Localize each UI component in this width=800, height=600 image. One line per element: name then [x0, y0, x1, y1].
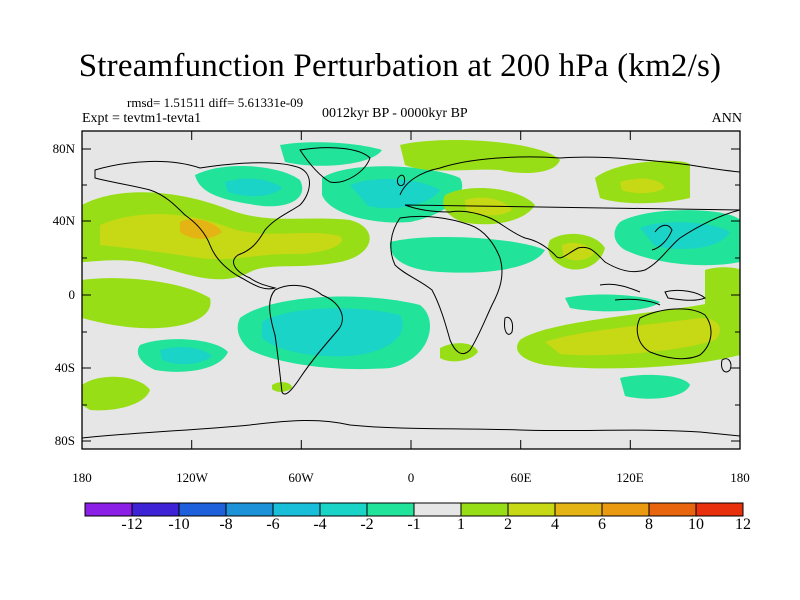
- contour-region-sw-pos: [82, 376, 150, 411]
- colorbar-box-0: [84, 502, 133, 517]
- lon-label-180w: 180: [72, 470, 92, 485]
- colorbar-label-4: -4: [313, 516, 327, 533]
- coastline-new-guinea: [664, 289, 706, 301]
- contour-fill-layer: [82, 140, 740, 411]
- contour-region-tropic-pos: [82, 278, 211, 329]
- colorbar-label-3: -6: [266, 516, 280, 533]
- colorbar-label-1: -10: [168, 516, 190, 533]
- colorbar-label-12: 10: [688, 516, 704, 533]
- contour-region-natlantic-neg-inner: [350, 178, 440, 209]
- colorbar-label-9: 4: [551, 516, 559, 533]
- coastline-north-america: [94, 160, 310, 290]
- colorbar-box-12: [648, 502, 697, 517]
- colorbar: [84, 502, 744, 517]
- lat-label-40s: 40S: [54, 360, 75, 375]
- coastline-indonesia: [599, 283, 661, 306]
- colorbar-box-4: [272, 502, 321, 517]
- colorbar-box-11: [601, 502, 650, 517]
- colorbar-label-6: -1: [407, 516, 421, 533]
- period-label: 0012kyr BP - 0000kyr BP: [322, 106, 468, 121]
- colorbar-box-7: [413, 502, 462, 517]
- coastline-africa: [390, 215, 503, 355]
- contour-region-nafrica-neg: [389, 236, 545, 273]
- colorbar-label-7: 1: [457, 516, 465, 533]
- coastline-uk: [397, 174, 405, 187]
- lat-label-40n: 40N: [52, 213, 75, 228]
- contour-region-spacific-neg-inner: [160, 347, 212, 365]
- colorbar-box-5: [319, 502, 368, 517]
- colorbar-label-8: 2: [504, 516, 512, 533]
- coastline-new-zealand: [721, 358, 732, 373]
- coastline-south-america: [269, 284, 343, 395]
- contour-region-europe-pos: [400, 140, 560, 173]
- contour-region-southern-neg: [620, 374, 690, 399]
- colorbar-box-8: [460, 502, 509, 517]
- coastline-madagascar: [504, 316, 513, 335]
- contour-region-australia-pos-inner: [545, 318, 720, 356]
- contour-region-arctic-neg: [280, 142, 382, 166]
- coastline-australia: [636, 308, 712, 360]
- coastline-layer: [82, 147, 740, 439]
- lon-label-120w: 120W: [176, 470, 208, 485]
- colorbar-box-1: [131, 502, 180, 517]
- coastline-japan: [651, 224, 673, 251]
- lon-label-60w: 60W: [288, 470, 314, 485]
- colorbar-box-13: [695, 502, 744, 517]
- colorbar-box-3: [225, 502, 274, 517]
- colorbar-box-9: [507, 502, 556, 517]
- colorbar-box-2: [178, 502, 227, 517]
- lon-label-180e: 180: [730, 470, 750, 485]
- experiment-label: Expt = tevtm1-tevta1: [82, 111, 202, 126]
- contour-region-canada-neg-inner: [225, 178, 282, 197]
- lon-label-0: 0: [407, 470, 415, 485]
- coastline-greenland: [299, 147, 371, 183]
- colorbar-label-2: -8: [219, 516, 233, 533]
- colorbar-label-13: 12: [735, 516, 751, 533]
- colorbar-label-5: -2: [360, 516, 374, 533]
- lon-ticks: [81, 131, 741, 449]
- coastline-eurasia: [399, 156, 740, 273]
- stats-text: rmsd= 1.51511 diff= 5.61331e-09: [127, 95, 304, 110]
- lat-label-80s: 80S: [54, 433, 75, 448]
- lon-label-120e: 120E: [616, 470, 644, 485]
- lon-label-60e: 60E: [510, 470, 532, 485]
- contour-region-npacific-pos-inner: [100, 213, 342, 260]
- colorbar-box-6: [366, 502, 415, 517]
- contour-region-eastpacific-pos-inner: [620, 178, 665, 194]
- colorbar-label-10: 6: [598, 516, 606, 533]
- season-label: ANN: [711, 111, 742, 126]
- colorbar-box-10: [554, 502, 603, 517]
- plot-title: Streamfunction Perturbation at 200 hPa (…: [78, 48, 722, 84]
- contour-region-satlantic-neg-inner: [262, 308, 403, 357]
- coastline-antarctica: [82, 419, 740, 439]
- lat-ticks: [82, 148, 740, 442]
- lat-label-0: 0: [68, 287, 76, 302]
- colorbar-label-0: -12: [121, 516, 143, 533]
- contour-region-indonesia-neg: [565, 294, 660, 312]
- colorbar-label-11: 8: [645, 516, 653, 533]
- contour-region-japan-neg-inner: [640, 222, 730, 250]
- lat-label-80n: 80N: [52, 141, 75, 156]
- contour-region-patagonia-pos: [272, 382, 292, 392]
